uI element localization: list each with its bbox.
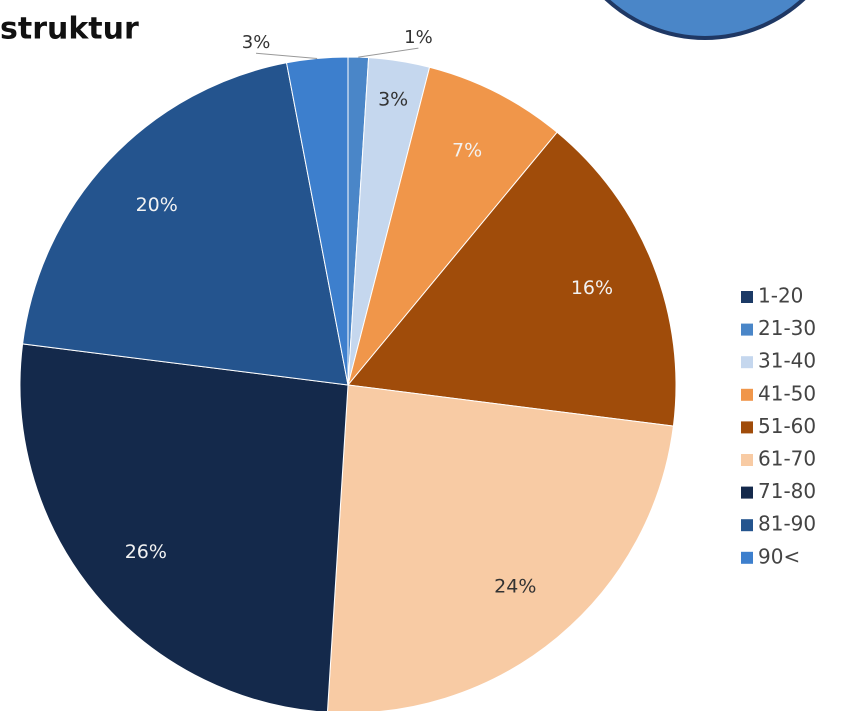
pie-slice [326, 384, 674, 711]
legend-label: 90< [758, 544, 800, 568]
legend-swatch [741, 356, 753, 369]
legend-label: 51-60 [758, 414, 816, 438]
decorative-circle [604, 0, 806, 40]
legend-swatch [741, 291, 753, 303]
legend-swatch [741, 388, 753, 401]
legend-label: 61-70 [758, 447, 816, 471]
data-label: 3% [378, 88, 408, 110]
data-label: 7% [452, 140, 482, 162]
legend-label: 1-20 [758, 284, 803, 308]
legend-label: 31-40 [758, 349, 816, 373]
legend-label: 81-90 [758, 512, 816, 536]
legend-swatch [741, 519, 753, 532]
pie-slice [22, 62, 349, 386]
pie-slice [19, 343, 349, 711]
legend-swatch [741, 421, 753, 434]
pie-slice [347, 131, 677, 427]
data-label: 3% [242, 32, 271, 53]
data-label: 26% [125, 541, 167, 563]
legend-swatch [741, 486, 753, 499]
data-label: 24% [494, 576, 536, 598]
pie-slice [285, 56, 349, 386]
legend-label: 21-30 [758, 316, 816, 340]
data-label: 20% [136, 194, 178, 216]
legend-swatch [741, 551, 753, 564]
leader-line [256, 52, 318, 59]
chart-title: struktur [0, 12, 139, 47]
legend-swatch [741, 323, 753, 336]
leader-line [358, 47, 419, 58]
data-label: 16% [571, 277, 613, 299]
legend-label: 41-50 [758, 381, 816, 405]
legend-swatch [741, 454, 753, 466]
data-label: 1% [404, 27, 433, 48]
pie-slice [347, 66, 558, 386]
legend-label: 71-80 [758, 479, 816, 503]
